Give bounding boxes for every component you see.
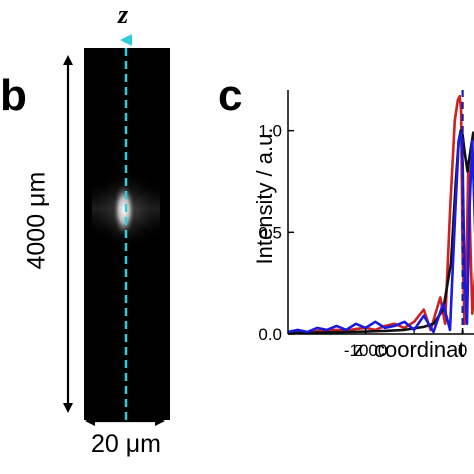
y-tick-label: 0.5 xyxy=(258,223,282,242)
series-line-1 xyxy=(288,94,474,334)
x-axis-label-variable: z xyxy=(354,336,364,362)
plot-axes: 0.0 0.5 1.0 -1000 0 xyxy=(258,90,474,360)
plot-area xyxy=(288,90,474,334)
x-axis-label-text: coordinat xyxy=(374,337,465,362)
x-tick-label: 0 xyxy=(458,341,467,360)
panel-c-letter: c xyxy=(218,71,243,120)
width-scale-label: 20 μm xyxy=(91,430,161,458)
z-axis-label: z xyxy=(118,0,129,29)
y-tick-label: 0.0 xyxy=(258,325,282,344)
x-tick-label: -1000 xyxy=(344,341,387,360)
y-tick-label: 1.0 xyxy=(258,122,282,141)
series-line-3 xyxy=(288,131,474,334)
panel-b-letter: b xyxy=(0,71,27,120)
